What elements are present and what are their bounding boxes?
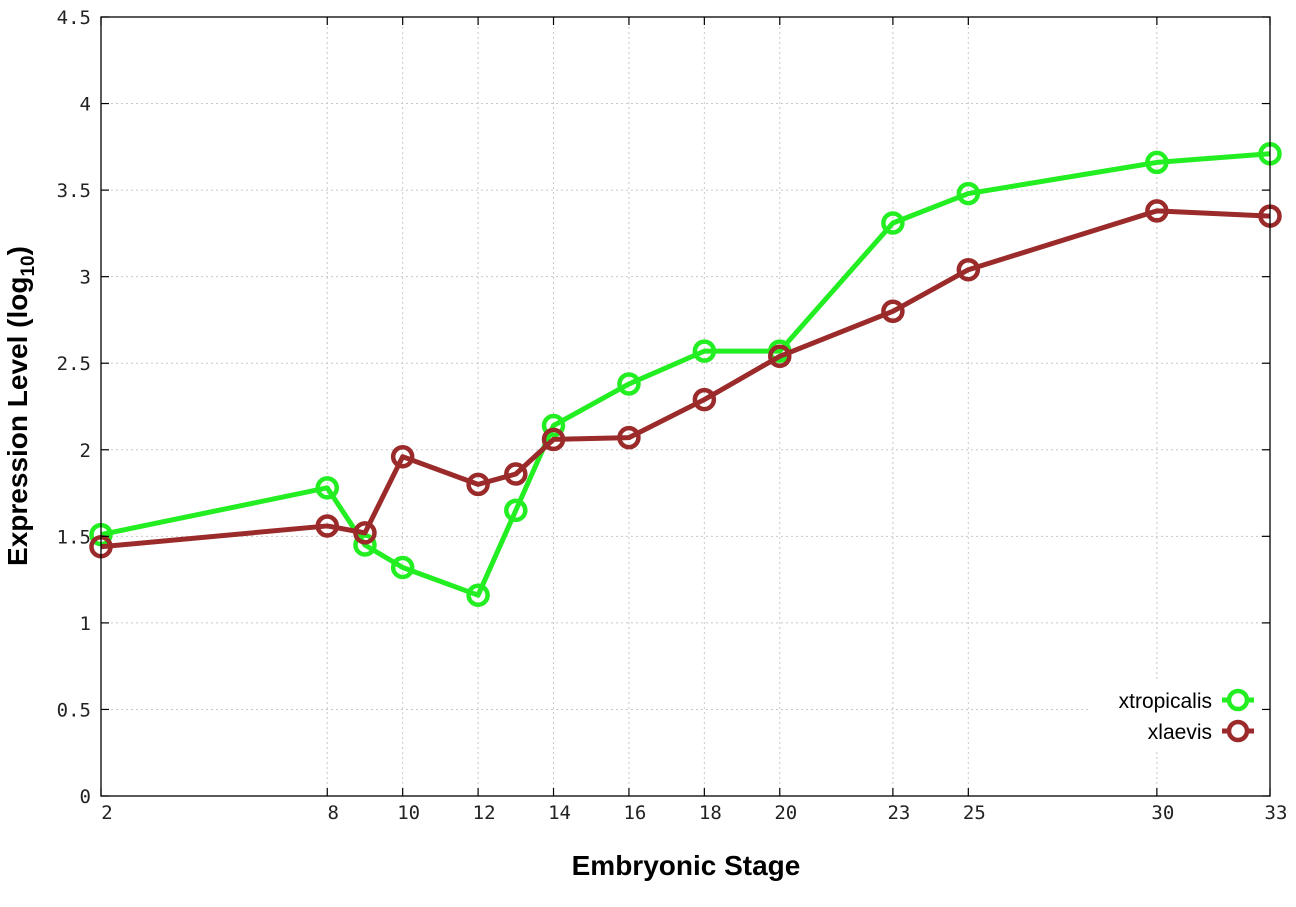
data-point-xlaevis (956, 257, 981, 282)
x-tick-label: 14 (548, 802, 571, 824)
y-tick-label: 2.5 (57, 353, 91, 375)
data-point-xtropicalis (1145, 150, 1169, 175)
y-tick-label: 4.5 (57, 7, 91, 29)
y-tick-label: 2 (80, 440, 91, 462)
axis-ticks (100, 16, 1271, 797)
series-layer (89, 142, 1282, 607)
data-point-xlaevis (881, 299, 905, 324)
data-point-xlaevis (504, 462, 528, 486)
y-tick-label: 3 (80, 267, 91, 289)
x-tick-label: 18 (699, 802, 722, 824)
series-line-xlaevis (100, 208, 1271, 550)
x-tick-label: 8 (328, 802, 339, 824)
y-tick-label: 3.5 (57, 180, 91, 202)
y-tick-label: 0.5 (57, 699, 91, 721)
data-point-xtropicalis (617, 372, 641, 396)
x-tick-label: 30 (1151, 802, 1174, 824)
data-point-xtropicalis (466, 583, 490, 607)
data-point-xlaevis (315, 514, 340, 538)
data-point-xtropicalis (956, 181, 981, 206)
data-point-xlaevis (692, 387, 717, 412)
y-axis-title-subscript: 10 (18, 255, 39, 276)
y-axis-title-main: Expression Level (log (2, 277, 33, 566)
x-tick-label: 12 (473, 802, 496, 824)
data-point-xlaevis (466, 472, 490, 497)
data-point-xlaevis (541, 427, 566, 452)
data-point-xlaevis (353, 521, 377, 545)
data-point-xlaevis (768, 344, 792, 369)
y-tick-label: 0 (80, 786, 91, 808)
legend-label-xtropicalis: xtropicalis (1119, 690, 1212, 713)
y-axis-title-end: ) (2, 246, 33, 255)
data-point-xlaevis (1145, 199, 1169, 223)
x-tick-label: 25 (963, 802, 986, 824)
data-point-xtropicalis (315, 476, 340, 500)
legend-marker-xlaevis (1226, 719, 1250, 743)
x-tick-label: 10 (397, 802, 420, 824)
x-tick-label: 16 (623, 802, 646, 824)
data-point-xtropicalis (692, 339, 717, 363)
data-point-xtropicalis (541, 413, 566, 438)
data-point-xtropicalis (881, 211, 905, 235)
data-point-xtropicalis (353, 533, 377, 557)
data-point-xlaevis (390, 444, 415, 469)
x-axis-title: Embryonic Stage (572, 850, 801, 881)
data-point-xtropicalis (390, 555, 415, 580)
y-axis-title: Expression Level (log10) (2, 246, 39, 566)
y-tick-label: 4 (80, 94, 91, 116)
x-tick-label: 20 (774, 802, 797, 824)
y-tick-label: 1 (80, 613, 91, 635)
data-point-xlaevis (617, 425, 641, 450)
plot-frame (100, 16, 1271, 797)
x-tick-label: 2 (101, 802, 112, 824)
y-tick-label: 1.5 (57, 526, 91, 548)
series-xlaevis (89, 199, 1282, 559)
legend-marker-xtropicalis (1226, 688, 1250, 712)
series-xtropicalis (89, 142, 1282, 607)
tick-labels: 0 0.5 1 1.5 2 2.5 3 3.5 4 4.5 2 8 10 12 14 16 18 20 23 25 30… (57, 7, 1288, 824)
legend: xtropicalis xlaevis (1090, 680, 1262, 752)
x-tick-label: 23 (887, 802, 910, 824)
x-tick-label: 33 (1265, 802, 1288, 824)
data-point-xtropicalis (504, 498, 528, 523)
legend-label-xlaevis: xlaevis (1148, 721, 1212, 744)
